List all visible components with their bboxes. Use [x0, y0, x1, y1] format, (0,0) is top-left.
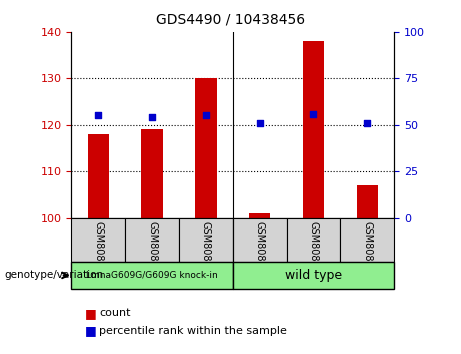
Point: [256, 120, 263, 126]
Bar: [249, 213, 271, 218]
Text: wild type: wild type: [285, 269, 342, 282]
Bar: [71, 262, 233, 289]
Point: [310, 111, 317, 116]
Text: ■: ■: [85, 307, 97, 320]
Bar: [179, 218, 233, 262]
Bar: [356, 185, 378, 218]
Bar: [125, 218, 179, 262]
Point: [148, 115, 156, 120]
Text: GSM808406: GSM808406: [254, 221, 265, 280]
Point: [364, 120, 371, 126]
Bar: [195, 78, 217, 218]
Text: GSM808407: GSM808407: [308, 221, 319, 280]
Text: LmnaG609G/G609G knock-in: LmnaG609G/G609G knock-in: [86, 271, 218, 280]
Text: ■: ■: [85, 325, 97, 337]
Text: GSM808408: GSM808408: [362, 221, 372, 280]
Text: percentile rank within the sample: percentile rank within the sample: [99, 326, 287, 336]
Point: [95, 113, 102, 118]
Bar: [142, 130, 163, 218]
Text: GSM808403: GSM808403: [93, 221, 103, 280]
Bar: [88, 134, 109, 218]
Bar: [71, 218, 125, 262]
Bar: [340, 218, 394, 262]
Bar: [233, 218, 287, 262]
Text: count: count: [99, 308, 130, 318]
Bar: [233, 262, 394, 289]
Point: [202, 113, 210, 118]
Text: GSM808404: GSM808404: [147, 221, 157, 280]
Text: GSM808405: GSM808405: [201, 221, 211, 280]
Bar: [287, 218, 340, 262]
Text: genotype/variation: genotype/variation: [5, 270, 104, 280]
Text: GDS4490 / 10438456: GDS4490 / 10438456: [156, 12, 305, 27]
Bar: [303, 41, 324, 218]
